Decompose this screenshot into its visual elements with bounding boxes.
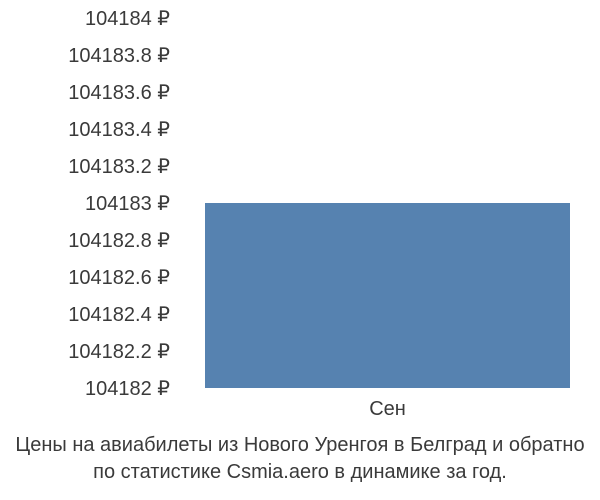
y-tick-label: 104183.6 ₽ [10, 80, 170, 105]
caption-line-1: Цены на авиабилеты из Нового Уренгоя в Б… [15, 434, 584, 456]
x-tick-label: Сен [338, 398, 438, 421]
y-tick-label: 104183.4 ₽ [10, 117, 170, 142]
y-tick-label: 104184 ₽ [10, 6, 170, 31]
chart-caption: Цены на авиабилеты из Нового Уренгоя в Б… [0, 432, 600, 486]
y-tick-label: 104183.2 ₽ [10, 154, 170, 179]
y-tick-label: 104182.4 ₽ [10, 302, 170, 327]
y-tick-label: 104183.8 ₽ [10, 43, 170, 68]
y-tick-label: 104182.6 ₽ [10, 265, 170, 290]
y-tick-label: 104182.8 ₽ [10, 228, 170, 253]
y-tick-label: 104182.2 ₽ [10, 339, 170, 364]
price-chart: 104184 ₽ 104183.8 ₽ 104183.6 ₽ 104183.4 ₽ 10… [0, 0, 600, 500]
y-tick-label: 104182 ₽ [10, 376, 170, 401]
bar [205, 203, 570, 388]
y-tick-label: 104183 ₽ [10, 191, 170, 216]
caption-line-2: по статистике Csmia.aero в динамике за г… [93, 461, 507, 483]
